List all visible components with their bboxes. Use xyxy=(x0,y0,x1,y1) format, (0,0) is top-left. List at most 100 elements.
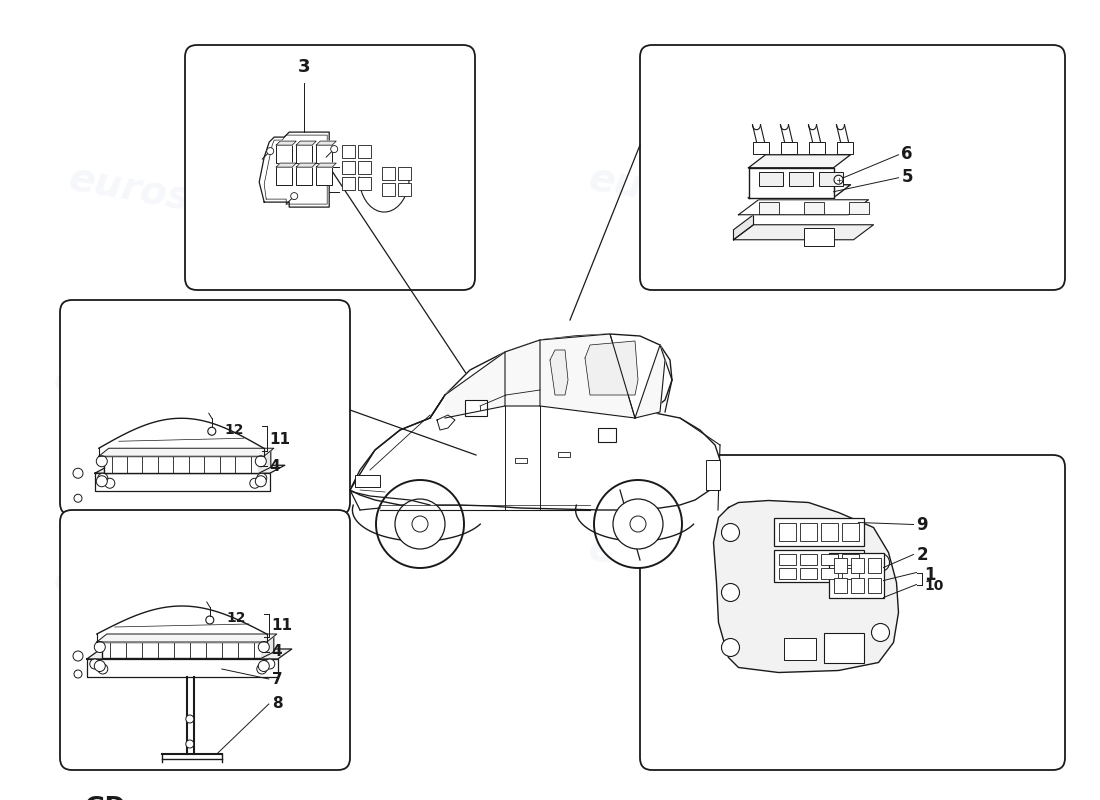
Text: 10: 10 xyxy=(924,579,944,594)
Polygon shape xyxy=(738,200,869,214)
Polygon shape xyxy=(95,474,270,491)
Polygon shape xyxy=(99,418,264,456)
Polygon shape xyxy=(540,334,635,418)
Text: 11: 11 xyxy=(270,433,290,447)
Bar xyxy=(850,578,864,593)
FancyBboxPatch shape xyxy=(60,300,350,515)
Text: 12: 12 xyxy=(227,611,245,625)
Circle shape xyxy=(255,456,266,466)
Polygon shape xyxy=(446,352,505,418)
Bar xyxy=(842,554,858,565)
Bar xyxy=(803,228,834,246)
Bar xyxy=(836,142,852,154)
Text: 2: 2 xyxy=(916,546,928,563)
Circle shape xyxy=(722,523,739,542)
Circle shape xyxy=(74,670,82,678)
Circle shape xyxy=(256,474,267,483)
Circle shape xyxy=(95,661,106,671)
Circle shape xyxy=(90,659,100,669)
Circle shape xyxy=(630,516,646,532)
Bar xyxy=(781,142,796,154)
Bar xyxy=(276,145,293,163)
Text: 4: 4 xyxy=(272,645,283,659)
Bar xyxy=(800,554,816,565)
Bar xyxy=(773,550,864,582)
Text: 5: 5 xyxy=(902,168,913,186)
Bar xyxy=(818,172,843,186)
Circle shape xyxy=(258,661,270,671)
Bar xyxy=(803,202,824,214)
Bar xyxy=(515,458,527,463)
Bar xyxy=(355,475,380,487)
Bar xyxy=(828,553,883,598)
Polygon shape xyxy=(635,345,666,418)
Bar xyxy=(276,167,293,185)
Bar xyxy=(800,567,816,578)
Circle shape xyxy=(834,175,843,184)
Bar xyxy=(789,172,813,186)
Bar xyxy=(342,145,355,158)
Bar xyxy=(398,183,411,196)
Bar xyxy=(359,161,371,174)
Polygon shape xyxy=(505,340,540,406)
Bar xyxy=(558,452,570,457)
Circle shape xyxy=(104,478,114,488)
Bar xyxy=(598,428,616,442)
Polygon shape xyxy=(585,341,638,395)
Bar xyxy=(779,567,795,578)
Bar xyxy=(316,145,332,163)
Circle shape xyxy=(97,476,108,486)
Circle shape xyxy=(255,476,266,486)
Bar xyxy=(821,522,837,541)
Bar xyxy=(316,167,332,185)
Polygon shape xyxy=(87,659,278,677)
Bar xyxy=(342,177,355,190)
Bar xyxy=(752,142,769,154)
Polygon shape xyxy=(99,448,274,456)
Bar xyxy=(850,558,864,573)
Bar xyxy=(706,460,721,490)
Polygon shape xyxy=(437,415,455,430)
Circle shape xyxy=(256,664,267,674)
FancyBboxPatch shape xyxy=(185,45,475,290)
Text: eurosparEs: eurosparEs xyxy=(585,160,835,240)
Text: 11: 11 xyxy=(272,618,293,634)
Polygon shape xyxy=(734,214,754,240)
Bar xyxy=(398,167,411,180)
Circle shape xyxy=(208,427,216,435)
Polygon shape xyxy=(350,406,720,510)
Text: eurosparEs: eurosparEs xyxy=(51,360,299,440)
Bar xyxy=(465,400,487,416)
Circle shape xyxy=(186,740,194,748)
Bar xyxy=(821,567,837,578)
Polygon shape xyxy=(258,450,271,474)
Circle shape xyxy=(331,146,338,153)
Bar xyxy=(382,183,395,196)
Polygon shape xyxy=(296,141,316,145)
Circle shape xyxy=(258,642,270,653)
Circle shape xyxy=(871,554,890,571)
Bar xyxy=(759,202,779,214)
Circle shape xyxy=(395,499,446,549)
Circle shape xyxy=(74,494,82,502)
Bar xyxy=(382,167,395,180)
Bar xyxy=(834,558,847,573)
Circle shape xyxy=(206,616,213,624)
Polygon shape xyxy=(748,168,834,198)
Text: 3: 3 xyxy=(298,58,310,76)
Bar xyxy=(359,145,371,158)
Circle shape xyxy=(73,468,82,478)
Bar xyxy=(779,554,795,565)
Circle shape xyxy=(290,193,298,200)
Circle shape xyxy=(613,499,663,549)
Circle shape xyxy=(722,638,739,657)
Bar xyxy=(102,642,262,658)
Bar xyxy=(868,578,880,593)
Polygon shape xyxy=(734,225,873,240)
Circle shape xyxy=(98,474,108,483)
Bar xyxy=(848,202,869,214)
Text: 7: 7 xyxy=(272,671,283,686)
Bar xyxy=(342,161,355,174)
Text: 8: 8 xyxy=(272,697,283,711)
Text: eurosparEs: eurosparEs xyxy=(585,530,835,610)
